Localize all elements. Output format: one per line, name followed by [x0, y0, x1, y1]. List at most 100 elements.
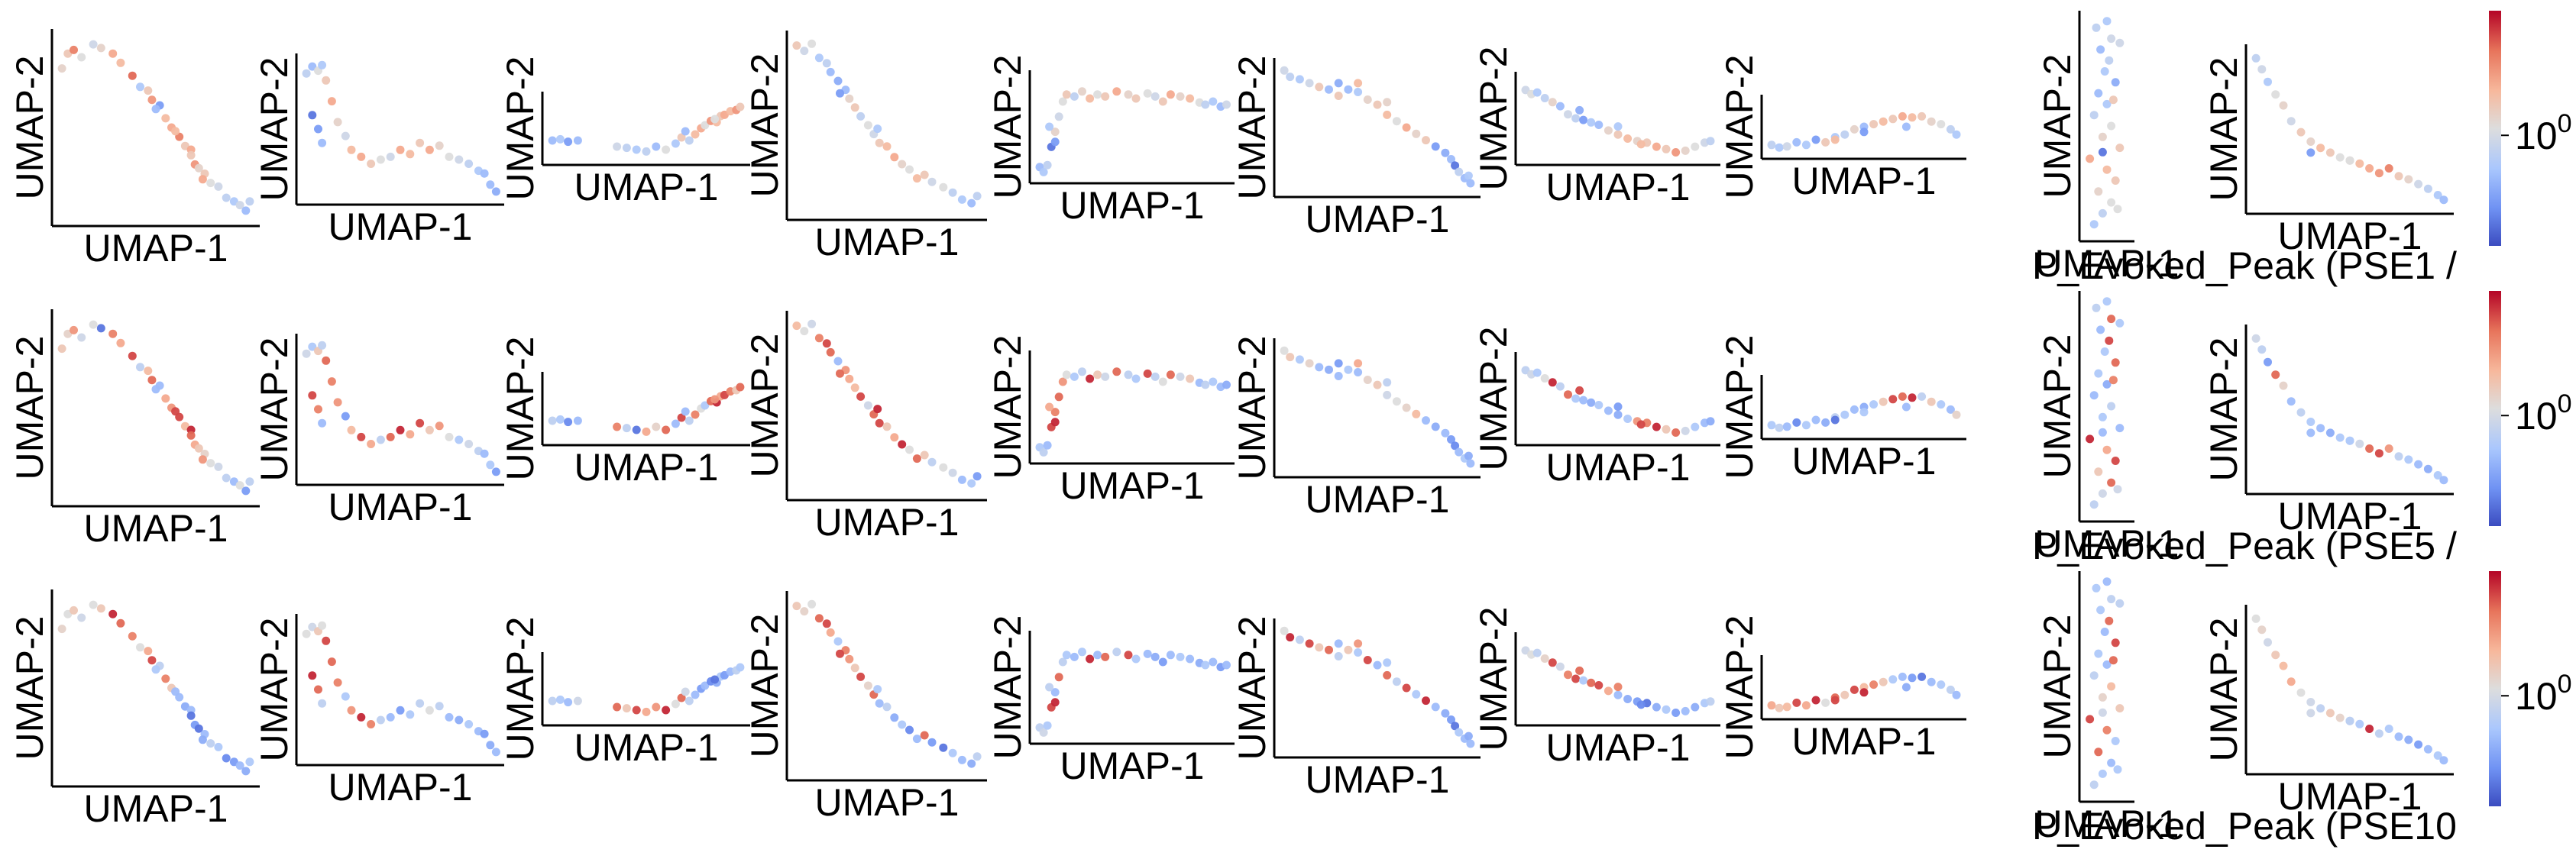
- x-axis-label: UMAP-1: [2278, 495, 2422, 538]
- scatter-point: [1636, 420, 1646, 429]
- scatter-point: [1447, 715, 1455, 724]
- scatter-point: [967, 199, 976, 208]
- scatter-point: [1879, 117, 1888, 126]
- scatter-point: [2098, 769, 2107, 778]
- scatter-point: [314, 685, 322, 694]
- scatter-point: [972, 472, 982, 481]
- scatter-point: [144, 367, 153, 376]
- scatter-point: [445, 152, 454, 161]
- y-axis-label: UMAP-2: [1472, 327, 1515, 471]
- scatter-point: [1054, 673, 1063, 682]
- scatter-point: [845, 374, 854, 383]
- scatter-point: [144, 86, 153, 95]
- scatter-point: [318, 621, 327, 630]
- scatter-point: [1571, 114, 1581, 123]
- scatter-point: [1706, 697, 1715, 706]
- scatter-point: [327, 377, 336, 386]
- y-axis-label: UMAP-2: [8, 56, 51, 200]
- scatter-point: [564, 137, 573, 147]
- scatter-point: [491, 187, 500, 196]
- scatter-point: [1383, 110, 1392, 119]
- scatter-point: [1604, 126, 1613, 135]
- scatter-point: [464, 440, 474, 448]
- y-axis-label: UMAP-2: [986, 615, 1029, 760]
- scatter-point: [314, 405, 322, 414]
- scatter-point: [1143, 89, 1152, 98]
- scatter-point: [1334, 79, 1343, 88]
- scatter-point: [445, 712, 454, 722]
- scatter-point: [1575, 105, 1584, 115]
- colorbar-tick-label: 100: [2515, 389, 2572, 438]
- scatter-point: [89, 40, 98, 49]
- scatter-point: [2439, 476, 2448, 485]
- scatter-point: [147, 95, 157, 105]
- scatter-point: [2089, 671, 2099, 680]
- scatter-point: [2251, 53, 2260, 63]
- scatter-point: [1952, 690, 1961, 699]
- scatter-point: [1143, 649, 1152, 658]
- scatter-point: [1045, 122, 1054, 131]
- scatter-point: [308, 391, 317, 400]
- scatter-point: [2092, 23, 2101, 32]
- scatter-point: [2286, 677, 2296, 686]
- scatter-point: [845, 94, 854, 103]
- scatter-point: [1286, 73, 1295, 82]
- scatter-point: [1594, 681, 1604, 689]
- scatter-point: [972, 752, 982, 761]
- scatter-point: [800, 327, 809, 336]
- scatter-point: [2102, 379, 2112, 389]
- scatter-point: [2108, 656, 2118, 665]
- y-axis-label: UMAP-2: [743, 614, 786, 758]
- scatter-point: [1908, 113, 1917, 122]
- scatter-point: [455, 155, 464, 164]
- scatter-point: [486, 180, 495, 189]
- scatter-point: [235, 481, 244, 490]
- scatter-point: [2433, 471, 2442, 480]
- scatter-point: [89, 320, 98, 329]
- scatter-point: [1466, 739, 1475, 748]
- scatter-point: [622, 424, 631, 433]
- scatter-point: [912, 735, 921, 744]
- scatter-point: [2316, 424, 2325, 433]
- scatter-point: [2115, 144, 2125, 153]
- scatter-point: [2264, 357, 2272, 367]
- scatter-point: [2089, 391, 2099, 400]
- scatter-point: [863, 121, 872, 130]
- scatter-point: [642, 147, 651, 156]
- scatter-point: [2365, 164, 2374, 173]
- scatter-point: [136, 643, 144, 652]
- scatter-point: [2092, 583, 2101, 593]
- scatter-point: [206, 739, 215, 748]
- scatter-point: [151, 105, 160, 114]
- scatter-point: [425, 425, 434, 434]
- scatter-point: [1464, 451, 1473, 460]
- scatter-point: [2325, 428, 2335, 438]
- scatter-point: [1070, 372, 1079, 381]
- scatter-point: [1571, 394, 1581, 403]
- scatter-point: [920, 731, 929, 740]
- scatter-point: [318, 341, 327, 350]
- scatter-point: [1050, 137, 1060, 147]
- scatter-point: [480, 449, 489, 458]
- scatter-point: [677, 693, 686, 702]
- scatter-point: [1917, 111, 1927, 121]
- scatter-point: [736, 663, 745, 672]
- scatter-point: [2433, 751, 2442, 760]
- scatter-point: [308, 342, 317, 351]
- scatter-point: [1775, 423, 1784, 432]
- scatter-point: [2384, 725, 2393, 733]
- scatter-point: [1373, 660, 1382, 670]
- scatter-point: [2394, 172, 2403, 181]
- scatter-point: [850, 664, 859, 673]
- scatter-point: [416, 699, 425, 708]
- scatter-point: [1859, 688, 1869, 697]
- scatter-point: [2102, 165, 2112, 174]
- scatter-point: [856, 111, 866, 121]
- scatter-point: [161, 674, 170, 683]
- scatter-point: [1540, 374, 1549, 383]
- scatter-point: [96, 604, 105, 613]
- scatter-point: [1792, 698, 1801, 707]
- scatter-point: [206, 459, 215, 468]
- scatter-point: [2100, 347, 2109, 356]
